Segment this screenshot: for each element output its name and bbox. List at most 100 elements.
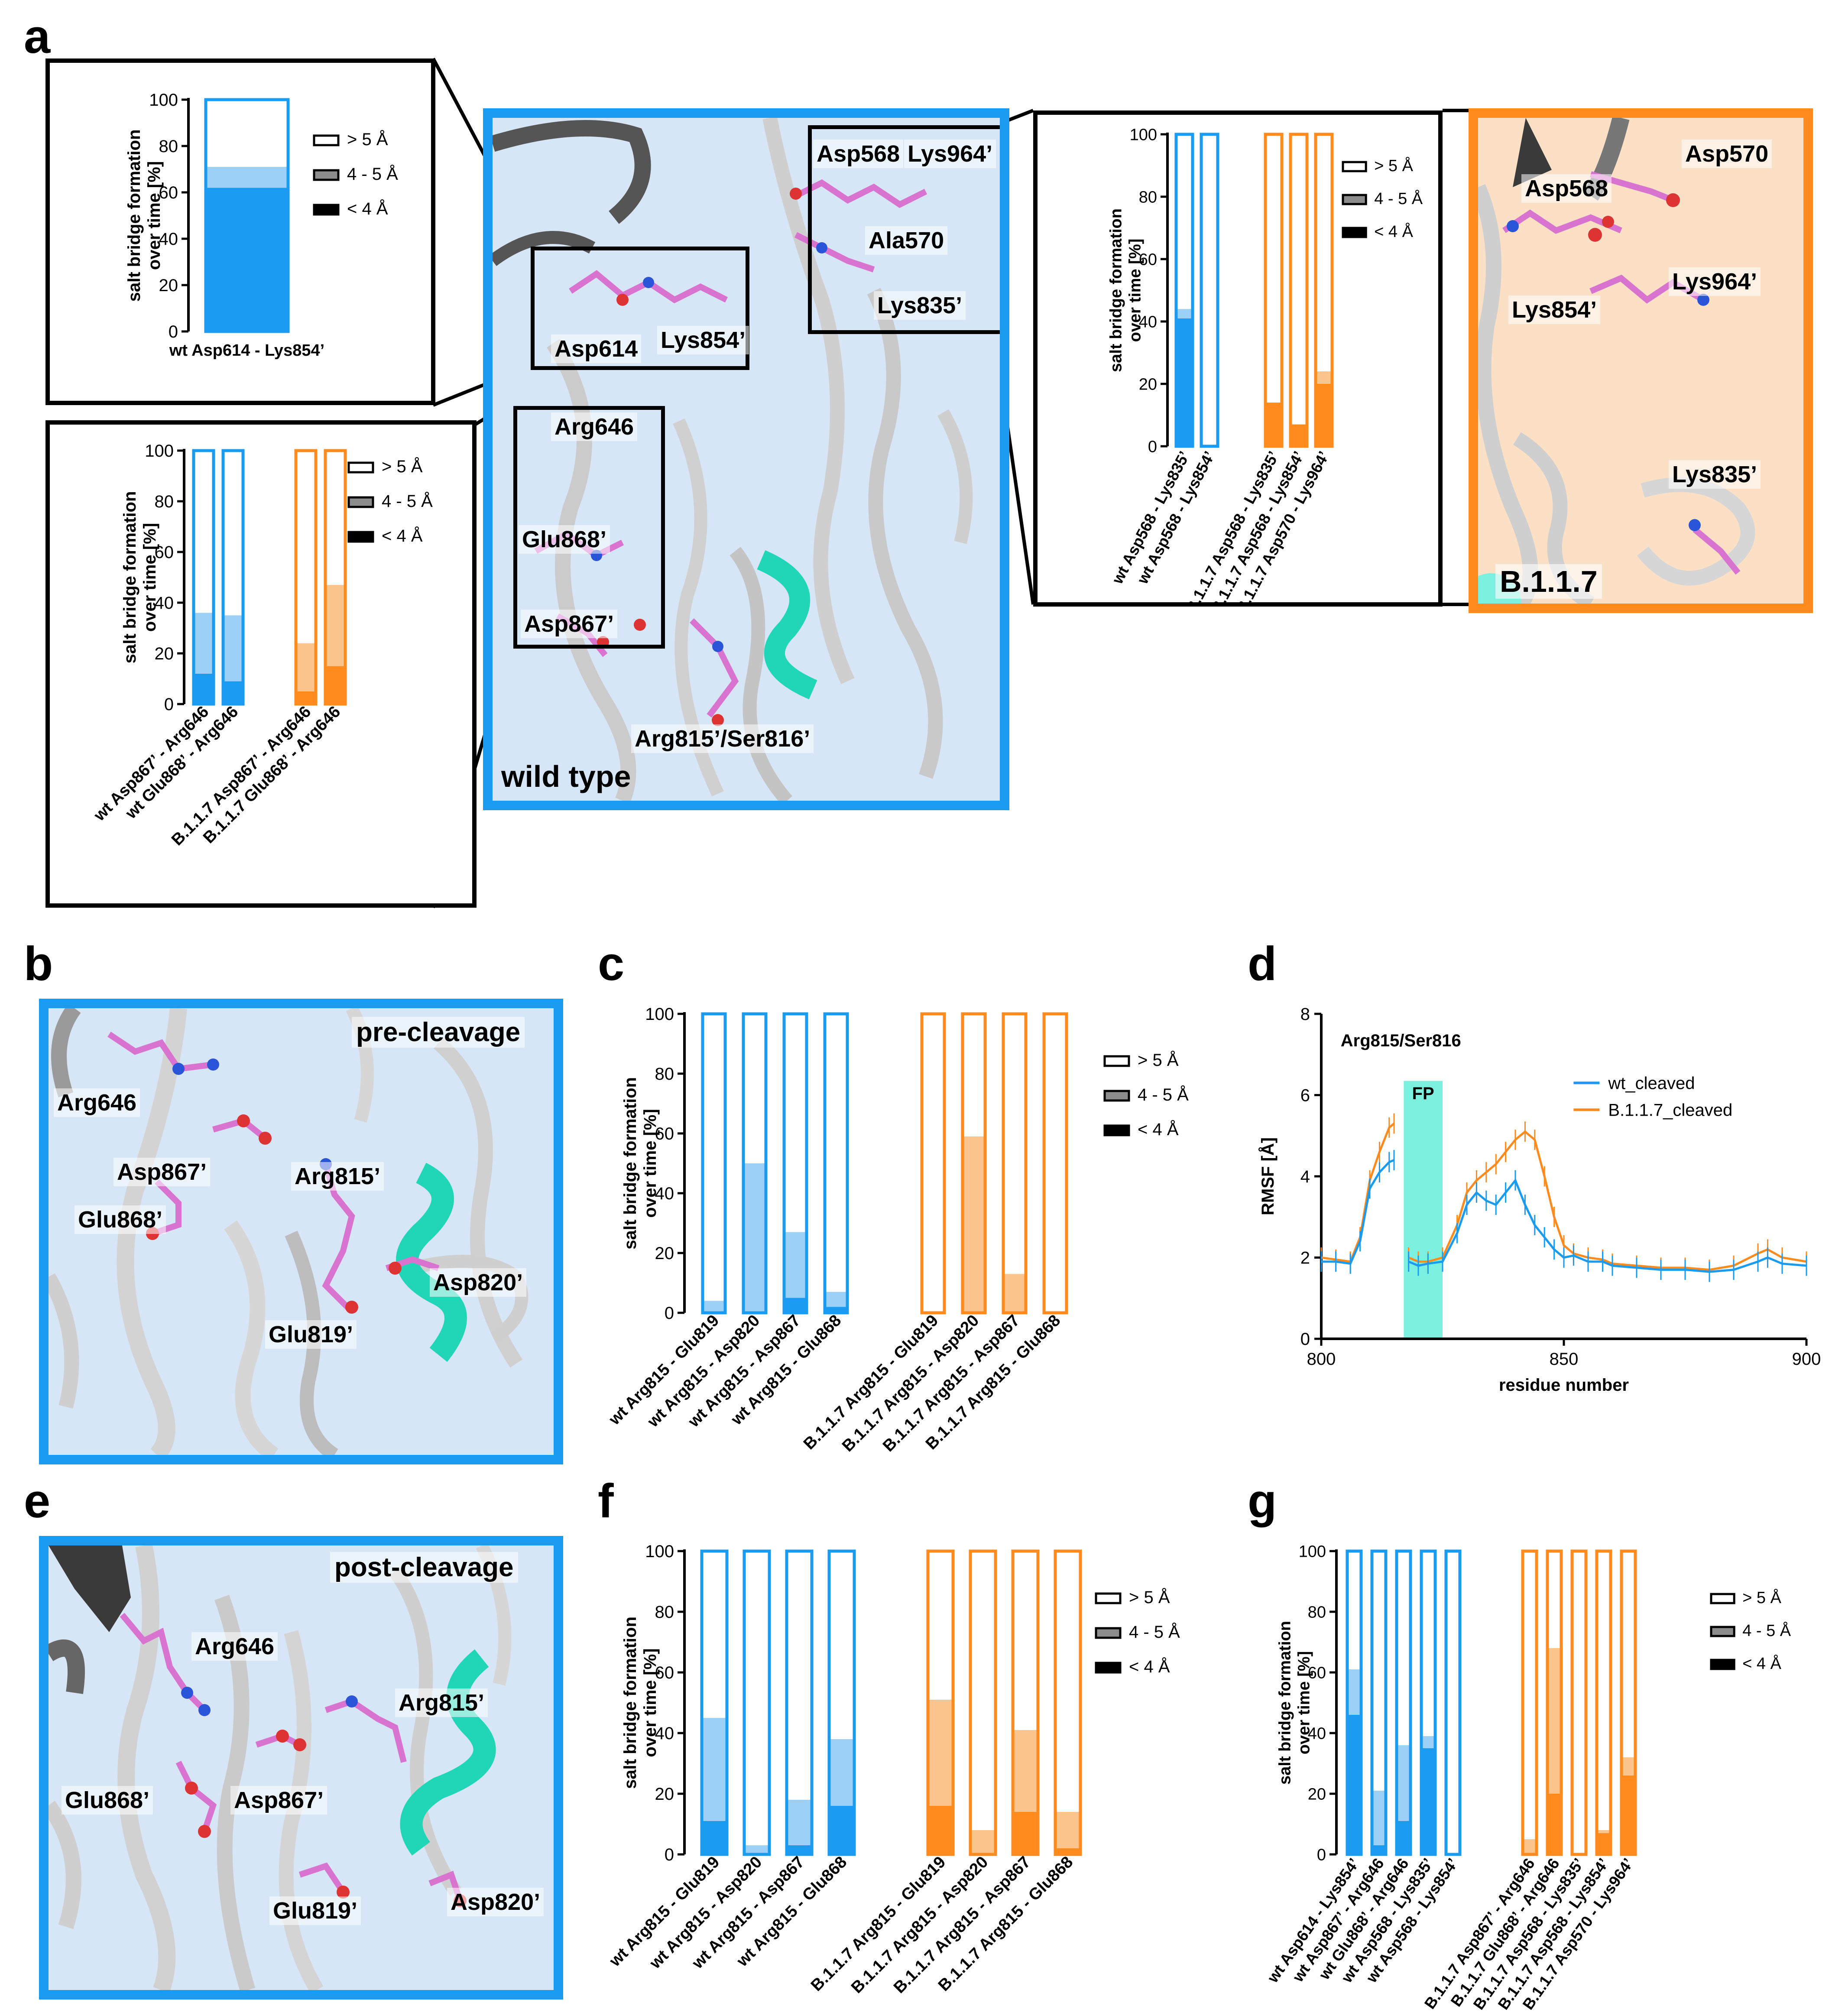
pre-label-asp867: Asp867’: [113, 1158, 211, 1186]
bar-segment-lt4: [1347, 1715, 1361, 1854]
y-tick-label: 100: [645, 1005, 674, 1024]
postcleavage-structure-view: Arg646 Arg815’ Glu868’ Asp867’ Glu819’ A…: [39, 1536, 563, 2000]
y-tick-label: 20: [655, 1785, 674, 1804]
legend-label: 4 - 5 Å: [1129, 1622, 1180, 1642]
bar-outline: [1042, 1012, 1068, 1315]
y-tick-label: 40: [655, 1724, 674, 1743]
legend-swatch: [347, 461, 374, 474]
y-tick-label: 100: [1299, 1542, 1326, 1561]
panel-letter-g: g: [1248, 1474, 1277, 1528]
y-tick-label: 40: [1308, 1724, 1326, 1743]
y-tick-label: 20: [159, 276, 178, 295]
y-tick-label: 60: [159, 183, 178, 202]
bar-outline: [1002, 1012, 1028, 1315]
bar-outline: [926, 1549, 955, 1856]
bar-segment-4-5: [1421, 1736, 1435, 1748]
bar-segment-lt4: [1547, 1794, 1561, 1854]
bar-segment-4-5: [703, 1301, 725, 1313]
wt-label-arg815-ser816: Arg815’/Ser816’: [631, 724, 814, 753]
y-tick-label: 80: [159, 137, 178, 156]
bar-outline: [920, 1012, 946, 1315]
y-tick-label: 60: [1139, 250, 1157, 269]
x-axis-title: residue number: [1499, 1376, 1629, 1395]
wt-label-asp568: Asp568: [813, 140, 904, 168]
b117-label-lys835: Lys835’: [1669, 460, 1761, 489]
bar-segment-lt4: [223, 681, 243, 704]
legend-swatch: [1710, 1626, 1735, 1637]
x-tick-label: wt Asp867’ - Arg646: [90, 703, 212, 825]
bar-segment-4-5: [325, 585, 345, 666]
legend-swatch: [313, 169, 340, 181]
bar-outline: [1264, 133, 1284, 448]
legend-label: > 5 Å: [347, 130, 388, 149]
wildtype-structure-view: Asp568 Lys964’ Ala570 Lys835’ Asp614 Lys…: [483, 108, 1009, 810]
y-tick-label: 80: [1308, 1603, 1326, 1621]
legend-label: 4 - 5 Å: [1138, 1085, 1189, 1104]
y-tick-label: 80: [655, 1603, 674, 1622]
legend-label: > 5 Å: [1129, 1587, 1170, 1607]
bar-segment-4-5: [743, 1163, 766, 1313]
legend-label: 4 - 5 Å: [1742, 1621, 1791, 1640]
b117-label-lys854: Lys854’: [1508, 295, 1601, 324]
bar-outline: [1174, 133, 1194, 448]
legend-swatch: [1103, 1055, 1130, 1067]
panel-letter-e: e: [24, 1474, 51, 1528]
bar-outline: [701, 1012, 727, 1315]
y-tick-label: 0: [169, 322, 178, 341]
b117-label-lys964: Lys964’: [1669, 267, 1761, 296]
bar-outline: [1420, 1549, 1437, 1856]
bar-segment-lt4: [1265, 403, 1282, 446]
legend-swatch: [1103, 1124, 1130, 1136]
legend-label: < 4 Å: [1138, 1120, 1179, 1139]
chart-a2-frame: 0 20 40 60 80 100 salt bridge formationover ti…: [45, 420, 477, 908]
wt-label-arg646: Arg646: [551, 412, 638, 441]
bar-segment-4-5: [194, 613, 214, 674]
region-box-arg646: [513, 406, 665, 649]
legend-swatch: [1095, 1627, 1122, 1639]
post-label-glu819: Glu819’: [269, 1896, 361, 1925]
annotation-arg815-ser816: Arg815/Ser816: [1341, 1031, 1461, 1050]
bar-outline: [1370, 1549, 1388, 1856]
y-axis-title: salt bridge formationover time [%]: [120, 491, 159, 664]
bar-outline: [1346, 1549, 1363, 1856]
series-line-wt_cleaved: [1408, 1178, 1807, 1273]
bar-outline: [1570, 1549, 1588, 1856]
bar-segment-4-5: [1316, 371, 1332, 384]
y-tick-label: 40: [155, 594, 174, 613]
post-label-arg815: Arg815’: [395, 1688, 488, 1717]
y-axis-title: salt bridge formationover time [%]: [1276, 1621, 1313, 1785]
panel-letter-a: a: [24, 10, 51, 63]
bar-segment-lt4: [829, 1806, 854, 1854]
bar-segment-4-5: [1176, 309, 1193, 318]
bar-outline: [743, 1549, 771, 1856]
bar-segment-lt4: [784, 1298, 807, 1313]
bar-outline: [1011, 1549, 1040, 1856]
bar-outline: [827, 1549, 856, 1856]
bar-outline: [1395, 1549, 1412, 1856]
bar-segment-lt4: [1013, 1812, 1038, 1854]
bar-segment-4-5: [223, 615, 243, 682]
chart-f-frame: 0 20 40 60 80 100 salt bridge formationover ti…: [598, 1534, 1248, 2010]
panel-letter-f: f: [598, 1474, 614, 1528]
wildtype-ribbon-drawing: [493, 118, 973, 801]
legend-swatch: [313, 204, 340, 216]
bar-outline: [1054, 1549, 1082, 1856]
post-label-arg646: Arg646: [191, 1632, 278, 1661]
bar-segment-lt4: [1597, 1833, 1611, 1854]
chart-g-frame: 0 20 40 60 80 100 salt bridge formationover ti…: [1248, 1534, 1828, 2013]
pre-label-arg815: Arg815’: [291, 1162, 384, 1191]
legend-swatch: [1095, 1592, 1122, 1604]
y-tick-label: 100: [1130, 126, 1157, 144]
bar-segment-4-5: [1397, 1745, 1410, 1821]
bar-outline: [782, 1012, 808, 1315]
chart-a1-frame: 0 20 40 60 80 100 salt bridge formationover ti…: [45, 58, 435, 405]
legend-swatch: [313, 134, 340, 146]
x-tick-label: 800: [1307, 1350, 1336, 1369]
bar-outline: [1595, 1549, 1612, 1856]
bar-outline: [221, 449, 245, 706]
y-tick-label: 40: [1139, 313, 1157, 331]
legend-swatch: [347, 531, 374, 543]
bar-segment-lt4: [194, 673, 214, 704]
chart-a3-frame: 0 20 40 60 80 100 salt bridge formationover ti…: [1033, 110, 1443, 616]
bar-outline: [969, 1549, 997, 1856]
